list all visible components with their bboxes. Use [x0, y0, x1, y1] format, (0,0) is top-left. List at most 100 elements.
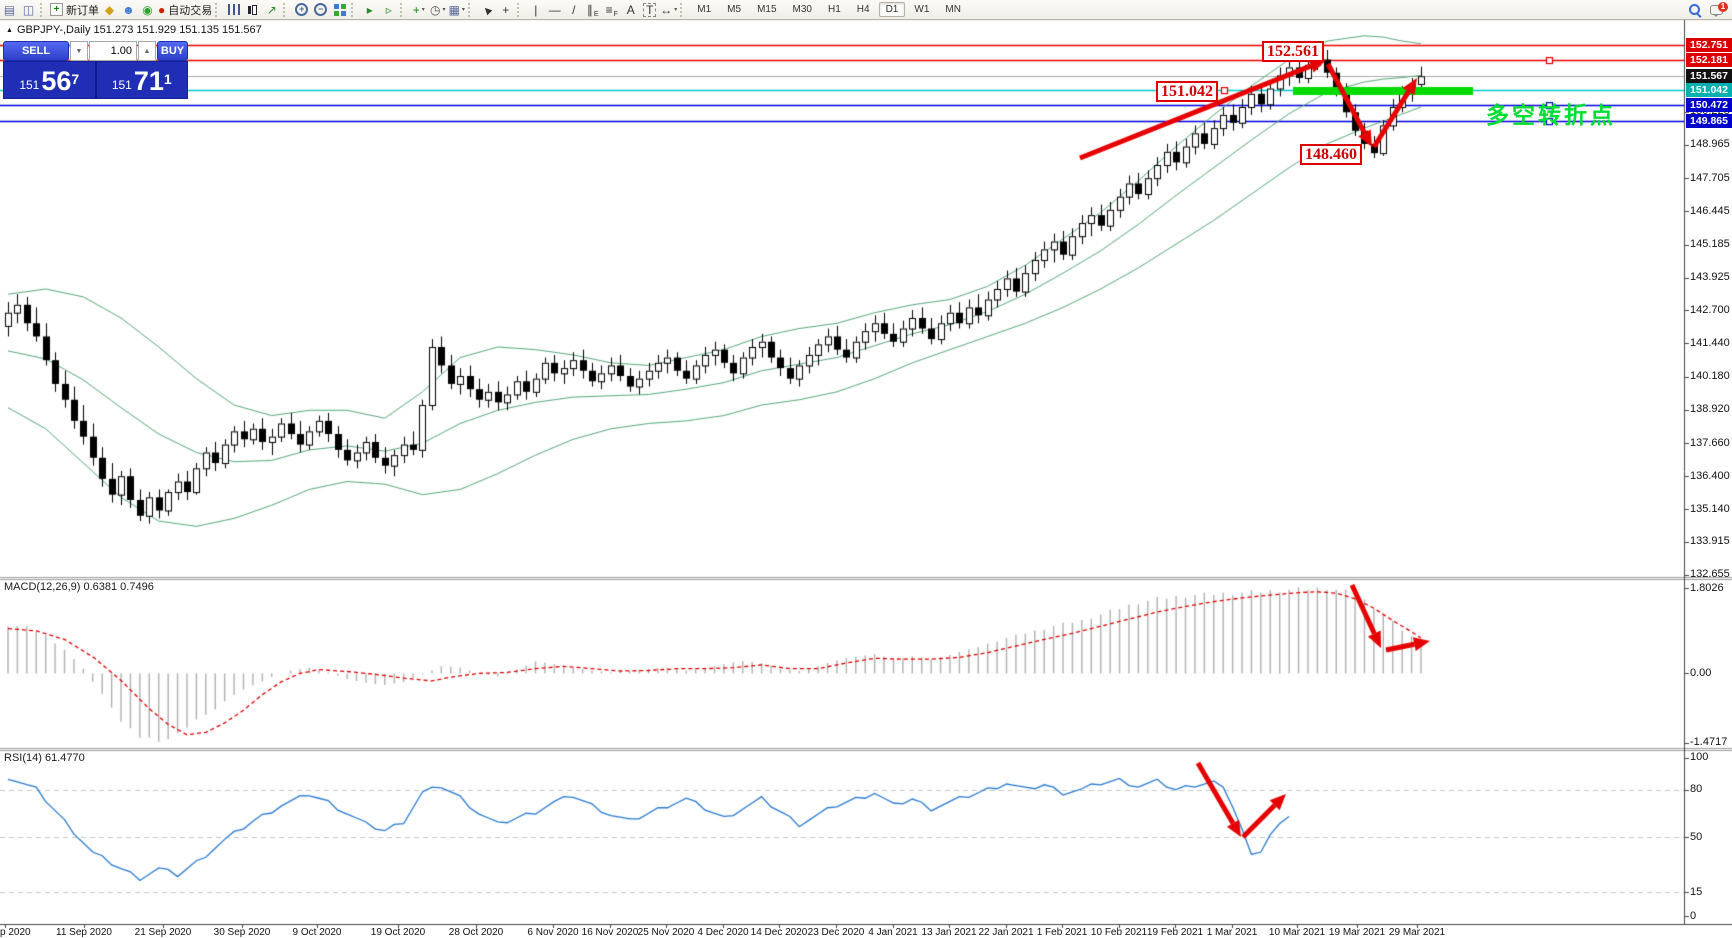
date-tick-label: 14 Dec 2020: [750, 927, 808, 938]
buy-button[interactable]: BUY: [157, 41, 188, 61]
price-badge: 152.181: [1686, 52, 1732, 67]
axis-tick-label: 15: [1690, 885, 1703, 898]
templates-icon[interactable]: ▦ ▾: [448, 2, 465, 17]
signals-icon[interactable]: ◉: [142, 2, 153, 17]
price-badge: 151.567: [1686, 68, 1732, 83]
annotation-peak-price[interactable]: 152.561: [1262, 41, 1324, 62]
indicators-icon[interactable]: + ▾: [412, 2, 425, 17]
symbol-info: ▲ GBPJPY-,Daily 151.273 151.929 151.135 …: [6, 24, 262, 36]
timeframe-h4-button[interactable]: H4: [856, 4, 870, 15]
axis-tick-label: 147.705: [1690, 171, 1730, 184]
crosshair-icon[interactable]: +: [502, 2, 510, 17]
price-badge: 150.472: [1686, 97, 1732, 112]
toolbar-separator: [351, 2, 358, 17]
date-tick-label: 23 Dec 2020: [807, 927, 865, 938]
timeframe-m5-button[interactable]: M5: [727, 4, 742, 15]
volume-input[interactable]: [89, 41, 137, 61]
autotrade-button[interactable]: ● 自动交易: [158, 2, 213, 17]
annotation-support-price[interactable]: 151.042: [1156, 81, 1218, 102]
date-tick-label: 30 Sep 2020: [213, 927, 271, 938]
toolbar-separator: [40, 2, 47, 17]
trendline-icon[interactable]: /: [572, 2, 576, 17]
date-tick-label: 10 Mar 2021: [1268, 927, 1326, 938]
axis-tick-label: 141.440: [1690, 336, 1730, 349]
sell-price-display[interactable]: 151 56 7: [4, 62, 95, 98]
axis-tick-label: 136.400: [1690, 469, 1730, 482]
price-badge: 151.042: [1686, 82, 1732, 97]
volume-down-button[interactable]: ▼: [70, 41, 88, 61]
volume-up-button[interactable]: ▲: [138, 41, 156, 61]
auto-scroll-icon[interactable]: ▸: [366, 2, 373, 17]
timeframe-h1-button[interactable]: H1: [827, 4, 841, 15]
date-tick-label: 25 Nov 2020: [637, 927, 695, 938]
tile-windows-icon[interactable]: [331, 2, 348, 18]
line-chart-icon[interactable]: ↗: [266, 2, 277, 17]
chart-shift-icon[interactable]: ▹: [385, 2, 392, 17]
date-tick-label: 19 Feb 2021: [1146, 927, 1204, 938]
axis-tick-label: 148.965: [1690, 138, 1730, 151]
axis-tick-label: 135.140: [1690, 502, 1730, 515]
timeframe-m1-button[interactable]: M1: [697, 4, 712, 15]
date-tick-label: 2 Sep 2020: [0, 927, 31, 938]
label-icon[interactable]: T: [641, 2, 658, 18]
annotation-note-text[interactable]: 多空转折点: [1486, 102, 1616, 128]
market-icon[interactable]: ◆: [104, 2, 115, 17]
buy-price-big: 71: [133, 66, 164, 96]
axis-tick-label: 80: [1690, 783, 1703, 796]
date-tick-label: 9 Oct 2020: [292, 927, 342, 938]
new-chart-icon[interactable]: ▤: [3, 2, 16, 17]
fibonacci-icon[interactable]: ≡ F: [605, 2, 618, 18]
bar-chart-icon[interactable]: [225, 2, 242, 18]
symbol-ohlc-text: GBPJPY-,Daily 151.273 151.929 151.135 15…: [16, 24, 262, 36]
zoom-out-icon[interactable]: −: [312, 2, 329, 18]
timeframe-m30-button[interactable]: M30: [792, 4, 812, 15]
sell-price-small: 151: [19, 78, 40, 92]
vertical-line-icon[interactable]: |: [534, 2, 538, 17]
date-tick-label: 1 Feb 2021: [1036, 927, 1088, 938]
date-tick-label: 22 Jan 2021: [978, 927, 1034, 938]
buy-price-display[interactable]: 151 71 1: [97, 62, 188, 98]
one-click-trade-panel: SELL ▼ ▲ BUY 151 56 7 151 71 1: [3, 41, 188, 99]
toolbar-separator: [215, 2, 222, 17]
axis-tick-label: 138.920: [1690, 403, 1730, 416]
search-icon[interactable]: [1688, 3, 1702, 17]
date-tick-label: 28 Oct 2020: [448, 927, 504, 938]
date-tick-label: 4 Jan 2021: [868, 927, 918, 938]
text-icon[interactable]: A: [626, 2, 635, 17]
toolbar-separator: [680, 2, 687, 17]
sell-button[interactable]: SELL: [3, 41, 69, 61]
candlestick-chart-icon[interactable]: [244, 2, 261, 18]
chat-icon[interactable]: 1: [1710, 1, 1728, 17]
axis-tick-label: 132.655: [1690, 568, 1730, 581]
timeframe-w1-button[interactable]: W1: [914, 4, 930, 15]
axis-tick-label: 143.925: [1690, 271, 1730, 284]
toolbar-separator: [468, 2, 475, 17]
annotation-low-price[interactable]: 148.460: [1300, 144, 1362, 165]
price-divider: [94, 62, 97, 98]
periods-icon[interactable]: ◷ ▾: [430, 2, 446, 17]
zoom-in-icon[interactable]: +: [293, 2, 310, 18]
notification-badge: 1: [1718, 1, 1728, 12]
buy-price-small: 151: [111, 78, 132, 92]
horizontal-line-icon[interactable]: —: [548, 2, 561, 17]
timeframe-d1-button[interactable]: D1: [878, 2, 906, 17]
axis-tick-label: 1.8026: [1690, 581, 1724, 594]
macd-indicator-label: MACD(12,26,9) 0.6381 0.7496: [4, 581, 154, 593]
chart-profiles-icon[interactable]: ◫: [22, 2, 35, 17]
axis-tick-label: 145.185: [1690, 238, 1730, 251]
collapse-icon[interactable]: ▲: [6, 26, 13, 34]
rsi-indicator-label: RSI(14) 61.4770: [4, 752, 85, 764]
timeframe-mn-button[interactable]: MN: [945, 4, 961, 15]
main-toolbar: ▤ ◫ + 新订单 ◆ ☻ ◉ ● 自动交易 ↗ + − ▸ ▹ + ▾ ◷ ▾ ▦ ▾ ▲ + | — / ∥ E ≡ F A T ↔ ▾ M1…: [0, 0, 1732, 20]
timeframe-m15-button[interactable]: M15: [757, 4, 777, 15]
cursor-icon[interactable]: ▲: [477, 0, 496, 19]
community-icon[interactable]: ☻: [122, 2, 135, 17]
toolbar-separator: [517, 2, 524, 17]
channel-icon[interactable]: ∥ E: [586, 2, 599, 18]
shapes-icon[interactable]: ↔ ▾: [660, 2, 678, 17]
new-order-button[interactable]: + 新订单: [50, 2, 99, 18]
axis-tick-label: 0.00: [1690, 666, 1712, 679]
axis-tick-label: 50: [1690, 830, 1703, 843]
